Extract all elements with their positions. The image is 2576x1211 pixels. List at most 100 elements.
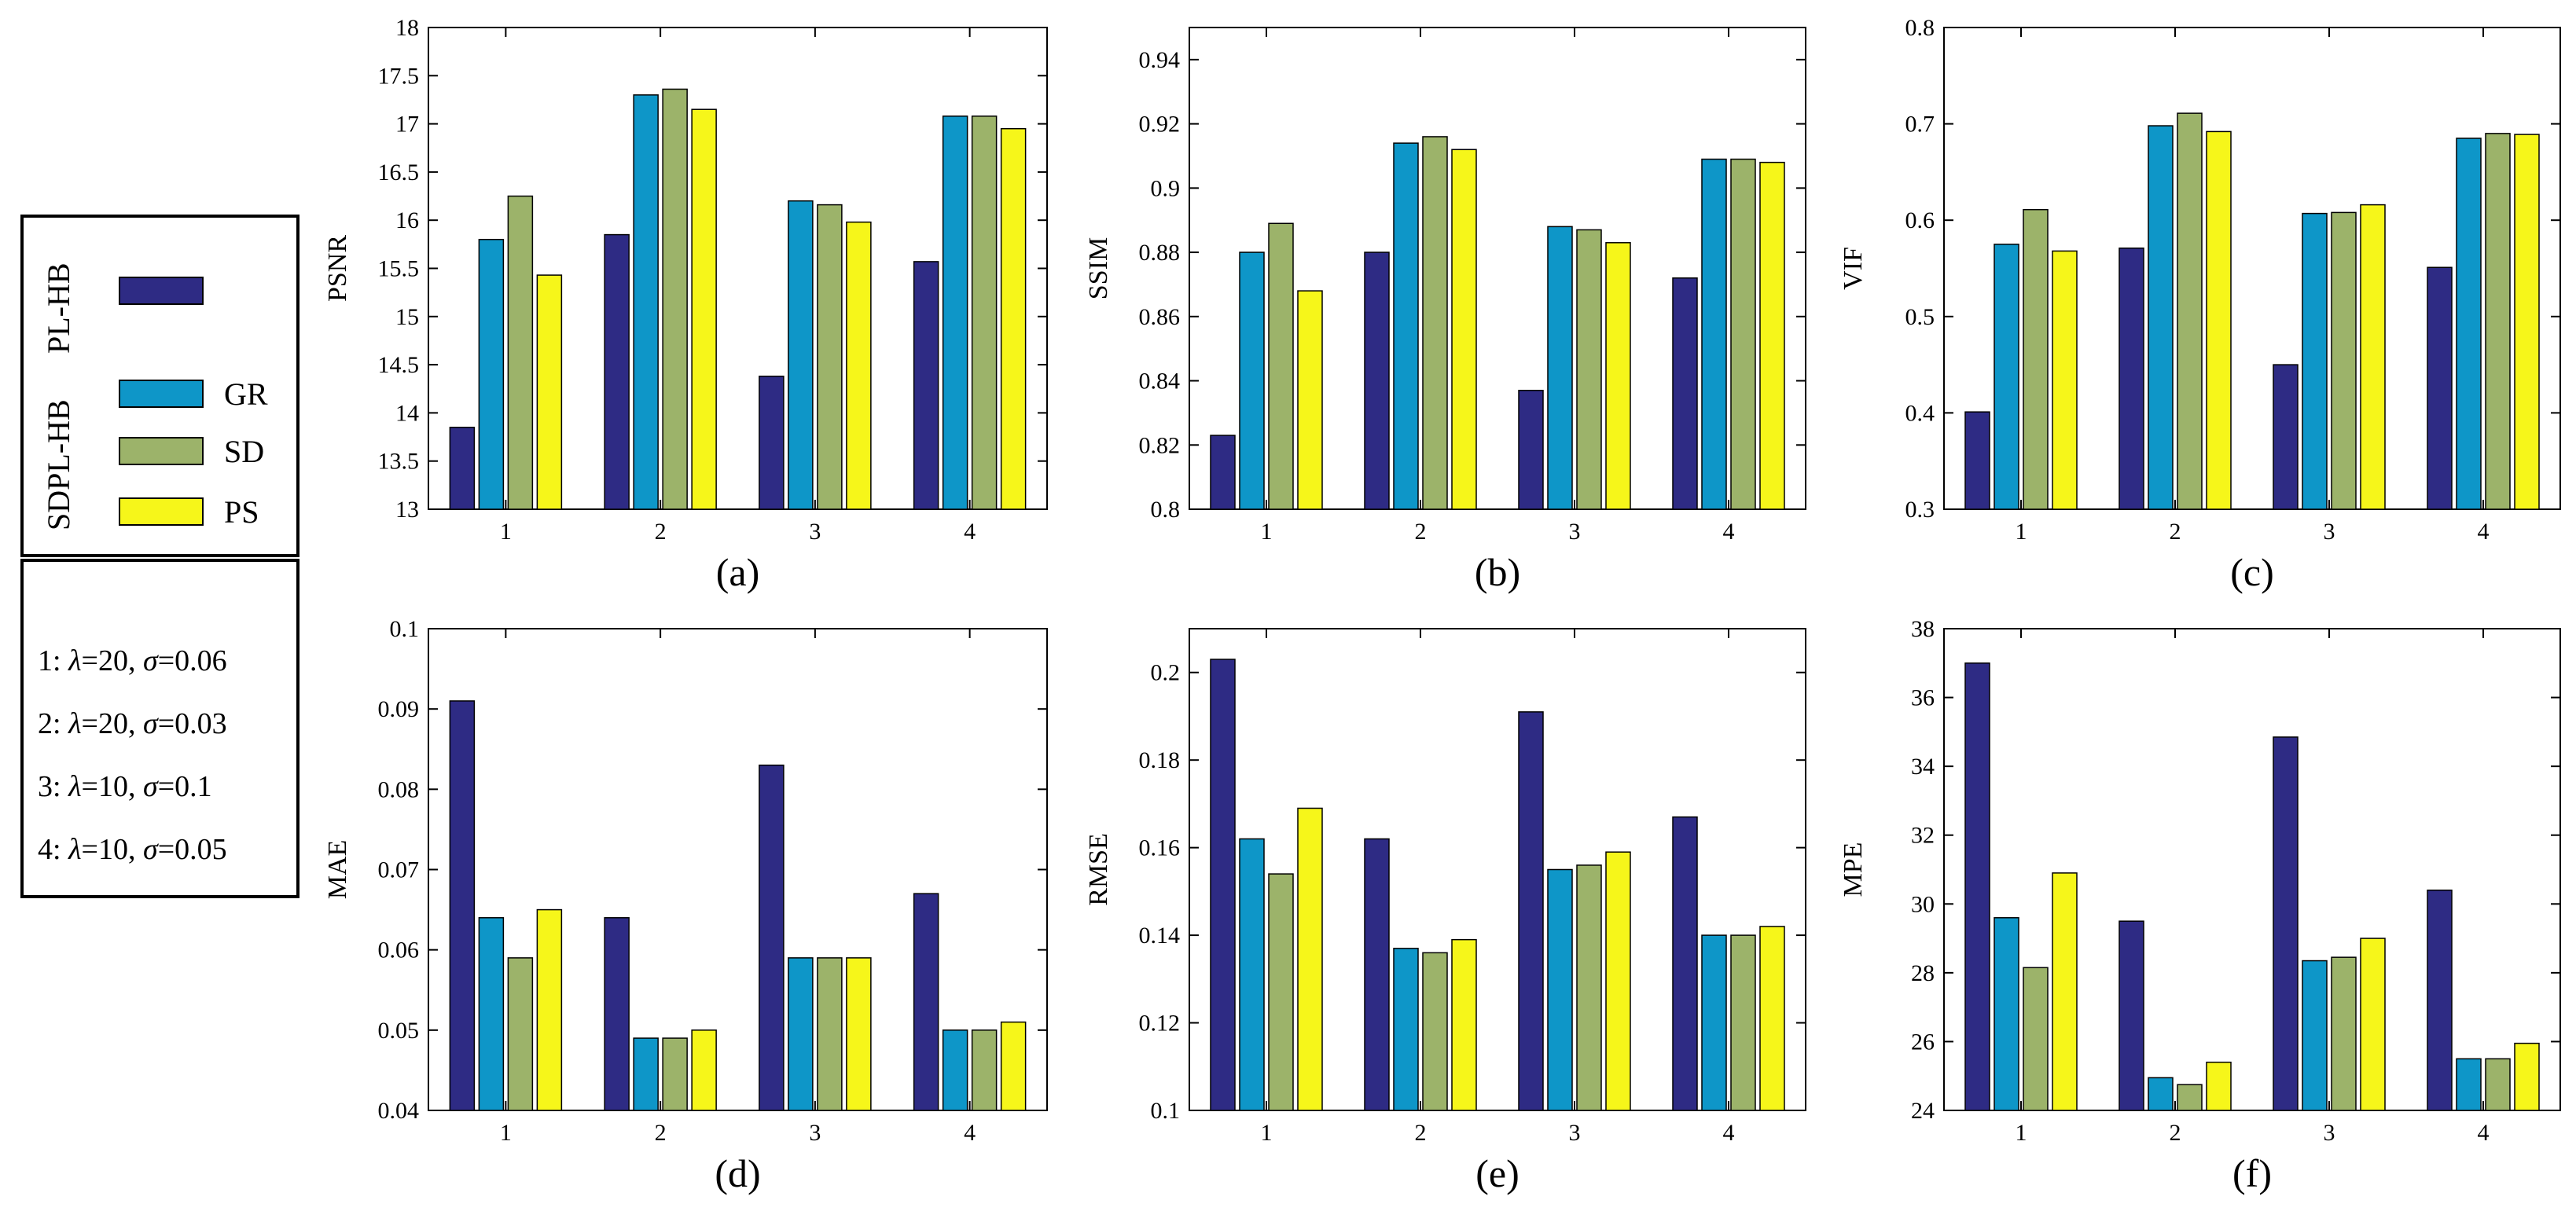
bar-sd-4 xyxy=(971,116,998,510)
y-tick-label: 0.05 xyxy=(378,1018,420,1044)
bar-ps-4 xyxy=(1759,926,1785,1111)
bar-pl-hb-4 xyxy=(2427,266,2453,510)
bar-pl-hb-3 xyxy=(2273,736,2299,1111)
x-tick-label: 2 xyxy=(2170,1120,2181,1146)
bar-ps-2 xyxy=(691,1029,717,1111)
x-tick-label: 4 xyxy=(2478,1120,2490,1146)
x-tick-label: 4 xyxy=(964,519,976,545)
x-tick-label: 1 xyxy=(1261,1120,1273,1146)
y-tick-label: 0.12 xyxy=(1139,1011,1181,1037)
param-item-4: 4: λ=10, σ=0.05 xyxy=(38,833,227,866)
x-tick-label: 4 xyxy=(2478,519,2490,545)
x-tick-label: 1 xyxy=(2016,1120,2027,1146)
y-tick-label: 0.84 xyxy=(1139,369,1181,394)
y-axis-label: MAE xyxy=(323,840,352,900)
parameter-legend: 1: λ=20, σ=0.06 2: λ=20, σ=0.03 3: λ=10,… xyxy=(20,559,299,898)
bar-gr-2 xyxy=(1393,948,1419,1111)
x-tick-label: 4 xyxy=(964,1120,976,1146)
bar-sd-3 xyxy=(1576,229,1602,510)
bar-ps-3 xyxy=(2360,204,2386,510)
bar-gr-1 xyxy=(1994,917,2019,1111)
bar-ps-2 xyxy=(1451,938,1477,1111)
bar-pl-hb-4 xyxy=(2427,890,2453,1111)
x-tick-label: 3 xyxy=(2324,1120,2335,1146)
y-tick-label: 36 xyxy=(1911,685,1935,711)
y-tick-label: 14 xyxy=(395,400,419,426)
y-tick-label: 0.09 xyxy=(378,696,420,722)
y-tick-label: 0.8 xyxy=(1151,497,1181,523)
x-tick-label: 3 xyxy=(1569,519,1581,545)
bar-sd-4 xyxy=(1730,158,1756,510)
bar-pl-hb-3 xyxy=(2273,364,2299,510)
bar-gr-4 xyxy=(942,116,968,510)
bar-ps-1 xyxy=(2052,250,2078,510)
y-tick-label: 24 xyxy=(1911,1098,1935,1124)
bar-ps-2 xyxy=(1451,149,1477,510)
legend-group-label: SDPL-HB xyxy=(41,399,76,530)
bar-gr-4 xyxy=(2456,1058,2482,1111)
bar-gr-2 xyxy=(633,94,659,510)
bar-sd-2 xyxy=(1422,952,1448,1111)
bar-pl-hb-2 xyxy=(1364,251,1390,510)
panel-caption: (b) xyxy=(1475,550,1520,594)
bar-gr-1 xyxy=(1239,838,1265,1111)
bar-sd-3 xyxy=(2331,956,2357,1111)
bar-pl-hb-1 xyxy=(449,427,476,510)
y-tick-label: 0.5 xyxy=(1905,304,1935,330)
legend-swatch-gr xyxy=(119,380,204,408)
bar-gr-1 xyxy=(1239,251,1265,510)
x-tick-label: 2 xyxy=(655,519,667,545)
bar-gr-1 xyxy=(478,238,505,510)
bar-pl-hb-2 xyxy=(2118,920,2144,1111)
bar-pl-hb-3 xyxy=(759,376,785,510)
x-tick-label: 2 xyxy=(655,1120,667,1146)
bar-ps-3 xyxy=(2360,938,2386,1111)
legend: PL-HB SDPL-HB GR SD PS xyxy=(20,215,299,557)
y-axis-label: SSIM xyxy=(1084,237,1113,299)
bar-ps-1 xyxy=(536,908,563,1111)
bar-sd-1 xyxy=(507,957,534,1111)
y-tick-label: 18 xyxy=(395,15,419,41)
bar-ps-3 xyxy=(846,221,872,510)
bar-ps-1 xyxy=(1297,807,1323,1111)
y-tick-label: 0.82 xyxy=(1139,432,1181,458)
chart-panel-e: 0.1 0.12 0.14 0.16 0.18 0.2 1 2 3 4 RMSE (e) xyxy=(1084,628,1806,1195)
y-tick-label: 0.86 xyxy=(1139,304,1181,330)
bar-gr-3 xyxy=(2302,212,2328,510)
x-tick-label: 1 xyxy=(1261,519,1273,545)
bar-gr-1 xyxy=(478,917,505,1111)
y-tick-label: 17 xyxy=(395,112,419,138)
y-tick-label: 0.88 xyxy=(1139,240,1181,266)
param-item-3: 3: λ=10, σ=0.1 xyxy=(38,770,212,803)
y-tick-label: 0.16 xyxy=(1139,835,1181,861)
y-tick-label: 0.7 xyxy=(1905,112,1935,138)
y-tick-label: 26 xyxy=(1911,1029,1935,1055)
bar-gr-3 xyxy=(788,200,814,510)
bar-sd-2 xyxy=(662,88,688,510)
x-tick-label: 3 xyxy=(809,1120,821,1146)
y-axis-label: MPE xyxy=(1839,842,1868,897)
bar-pl-hb-3 xyxy=(1518,711,1544,1111)
x-tick-label: 3 xyxy=(1569,1120,1581,1146)
legend-swatch-pl-hb xyxy=(119,277,204,305)
x-tick-label: 4 xyxy=(1723,519,1735,545)
bar-ps-4 xyxy=(2514,134,2540,510)
y-tick-label: 0.92 xyxy=(1139,112,1181,138)
bar-pl-hb-2 xyxy=(1364,838,1390,1111)
bar-pl-hb-1 xyxy=(449,700,476,1111)
chart-panel-b: 0.8 0.82 0.84 0.86 0.88 0.9 0.92 0.94 1 2 3 4 SSIM (b… xyxy=(1084,27,1806,594)
legend-label-sd: SD xyxy=(224,434,264,469)
y-tick-label: 0.08 xyxy=(378,776,420,802)
y-tick-label: 0.94 xyxy=(1139,47,1181,73)
x-tick-label: 2 xyxy=(1415,519,1427,545)
bar-gr-2 xyxy=(1393,142,1419,510)
y-tick-label: 32 xyxy=(1911,823,1935,849)
bar-gr-2 xyxy=(2148,1077,2174,1111)
bar-sd-1 xyxy=(1268,222,1294,510)
bar-pl-hb-1 xyxy=(1964,411,1990,510)
bar-pl-hb-3 xyxy=(1518,390,1544,510)
bar-sd-4 xyxy=(971,1029,998,1111)
bar-pl-hb-1 xyxy=(1210,659,1236,1111)
